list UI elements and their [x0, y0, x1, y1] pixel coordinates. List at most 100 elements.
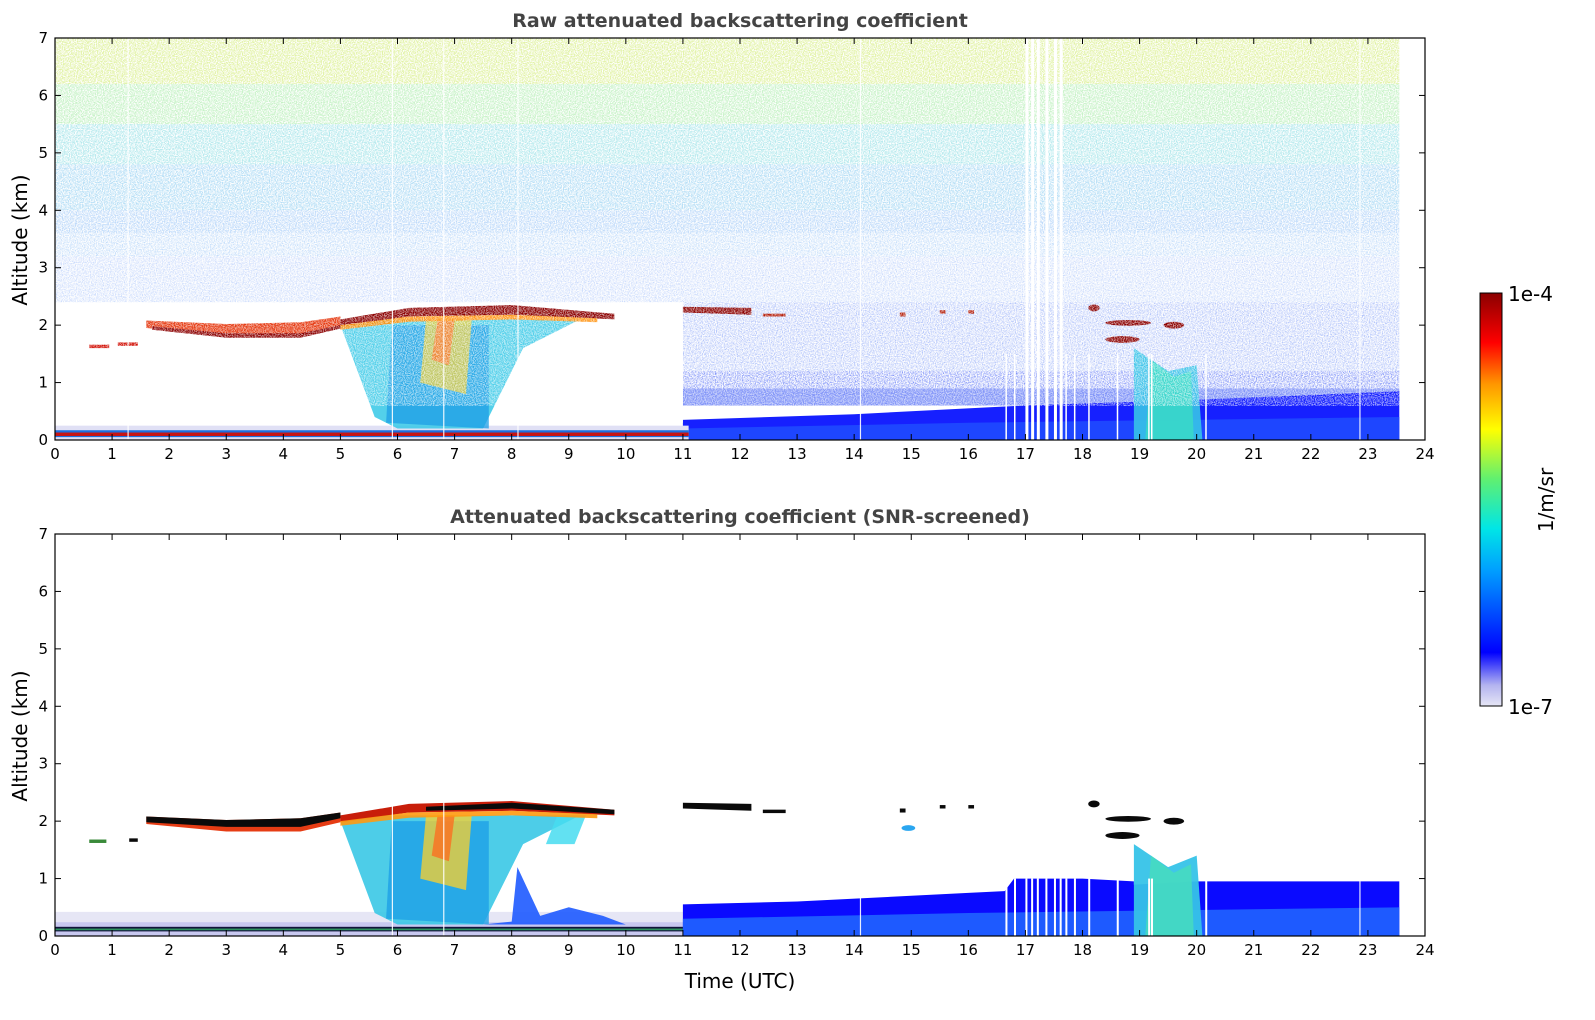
- data-gap-line: [1036, 878, 1039, 936]
- x-tick-label: 7: [450, 445, 460, 463]
- data-gap-line: [517, 38, 519, 440]
- x-tick-label: 14: [845, 941, 864, 959]
- panel1-ylabel: Altitude (km): [8, 174, 32, 305]
- x-tick-label: 8: [507, 941, 517, 959]
- y-tick-label: 6: [38, 86, 48, 104]
- data-gap-line: [1151, 878, 1153, 936]
- saturated-cloud-top: [146, 812, 341, 827]
- data-gap-line: [443, 798, 445, 936]
- x-tick-label: 4: [279, 445, 289, 463]
- small-cloud: [968, 805, 975, 809]
- y-tick-label: 1: [38, 374, 48, 392]
- x-tick-label: 22: [1301, 445, 1320, 463]
- x-tick-label: 3: [221, 941, 231, 959]
- x-tick-label: 7: [450, 941, 460, 959]
- data-gap-line: [859, 798, 862, 936]
- data-gap-line: [1116, 878, 1119, 936]
- panel2-frame: [54, 533, 1426, 937]
- x-tick-label: 13: [788, 941, 807, 959]
- x-tick-label: 19: [1130, 445, 1149, 463]
- x-tick-label: 9: [564, 941, 574, 959]
- x-tick-label: 2: [164, 941, 174, 959]
- y-tick-label: 3: [38, 259, 48, 277]
- colorbar-max-label: 1e-4: [1508, 282, 1553, 306]
- saturated-cloud: [1105, 815, 1151, 822]
- x-tick-label: 9: [564, 445, 574, 463]
- y-tick-label: 1: [38, 870, 48, 888]
- panel1-y-axis: 0 1 2 3 4 5 6 7: [38, 29, 1425, 449]
- data-gap-line: [859, 38, 862, 440]
- cloud-layer-edge: [340, 810, 598, 826]
- data-gap-line: [1025, 38, 1029, 440]
- x-tick-label: 3: [221, 445, 231, 463]
- x-tick-label: 20: [1187, 445, 1206, 463]
- y-tick-label: 2: [38, 812, 48, 830]
- data-gap-line: [1065, 878, 1068, 936]
- x-tick-label: 10: [616, 941, 635, 959]
- x-tick-label: 0: [50, 445, 60, 463]
- x-tick-label: 11: [673, 445, 692, 463]
- x-tick-label: 8: [507, 445, 517, 463]
- x-tick-label: 19: [1130, 941, 1149, 959]
- y-tick-label: 2: [38, 316, 48, 334]
- x-tick-label: 12: [730, 941, 749, 959]
- data-gap-line: [1005, 353, 1007, 440]
- x-tick-label: 0: [50, 941, 60, 959]
- aerosol-region: [483, 867, 626, 925]
- colorbar-min-label: 1e-7: [1508, 695, 1553, 719]
- x-tick-label: 2: [164, 445, 174, 463]
- data-gap-line: [1031, 878, 1034, 936]
- x-tick-label: 1: [107, 445, 117, 463]
- data-gap-line: [1045, 38, 1049, 440]
- x-tick-label: 13: [788, 445, 807, 463]
- x-tick-label: 20: [1187, 941, 1206, 959]
- surface-layer-core: [55, 432, 689, 436]
- saturated-cloud-top: [426, 802, 615, 815]
- saturated-cloud: [1163, 817, 1185, 825]
- data-gap-line: [1059, 38, 1063, 440]
- y-tick-label: 7: [38, 29, 48, 47]
- x-tick-label: 22: [1301, 941, 1320, 959]
- small-cloud: [129, 838, 138, 842]
- x-tick-label: 15: [902, 445, 921, 463]
- x-tick-label: 12: [730, 445, 749, 463]
- snr-screened-panel: Attenuated backscattering coefficient (S…: [8, 506, 1435, 993]
- panel2-title: Attenuated backscattering coefficient (S…: [450, 506, 1030, 528]
- panel2-plot-area: [55, 798, 1400, 936]
- data-gap-line: [1205, 353, 1207, 440]
- data-gap-line: [1036, 38, 1040, 440]
- data-gap-line: [1025, 878, 1028, 936]
- surface-layer-core: [55, 928, 689, 931]
- panel2-ylabel: Altitude (km): [8, 670, 32, 801]
- data-gap-line: [1359, 798, 1361, 936]
- x-tick-label: 24: [1415, 941, 1434, 959]
- data-gap-line: [1088, 878, 1091, 936]
- fall-streak-core: [1145, 855, 1194, 936]
- small-cloud: [901, 825, 916, 831]
- y-tick-label: 5: [38, 144, 48, 162]
- x-tick-label: 23: [1358, 941, 1377, 959]
- data-gap-line: [1014, 878, 1016, 936]
- x-tick-label: 11: [673, 941, 692, 959]
- fall-streak-region: [545, 815, 586, 845]
- data-gap-line: [1059, 878, 1062, 936]
- data-gap-line: [1045, 878, 1048, 936]
- data-gap-line: [443, 38, 445, 440]
- data-gap-line: [1065, 353, 1067, 440]
- data-gap-line: [1053, 878, 1056, 936]
- x-tick-label: 17: [1016, 445, 1035, 463]
- data-gap-line: [1005, 878, 1008, 936]
- small-cloud: [939, 805, 946, 809]
- x-tick-label: 21: [1244, 941, 1263, 959]
- panel1-title: Raw attenuated backscattering coefficien…: [512, 10, 968, 32]
- x-tick-label: 16: [959, 445, 978, 463]
- data-gap-line: [391, 798, 393, 936]
- raw-backscatter-panel: Raw attenuated backscattering coefficien…: [8, 10, 1435, 463]
- y-tick-label: 0: [38, 927, 48, 945]
- data-gap-line: [1014, 353, 1016, 440]
- x-tick-label: 6: [393, 445, 403, 463]
- y-tick-label: 7: [38, 525, 48, 543]
- small-cloud: [762, 809, 786, 814]
- data-gap-line: [1359, 38, 1361, 440]
- y-tick-label: 4: [38, 201, 48, 219]
